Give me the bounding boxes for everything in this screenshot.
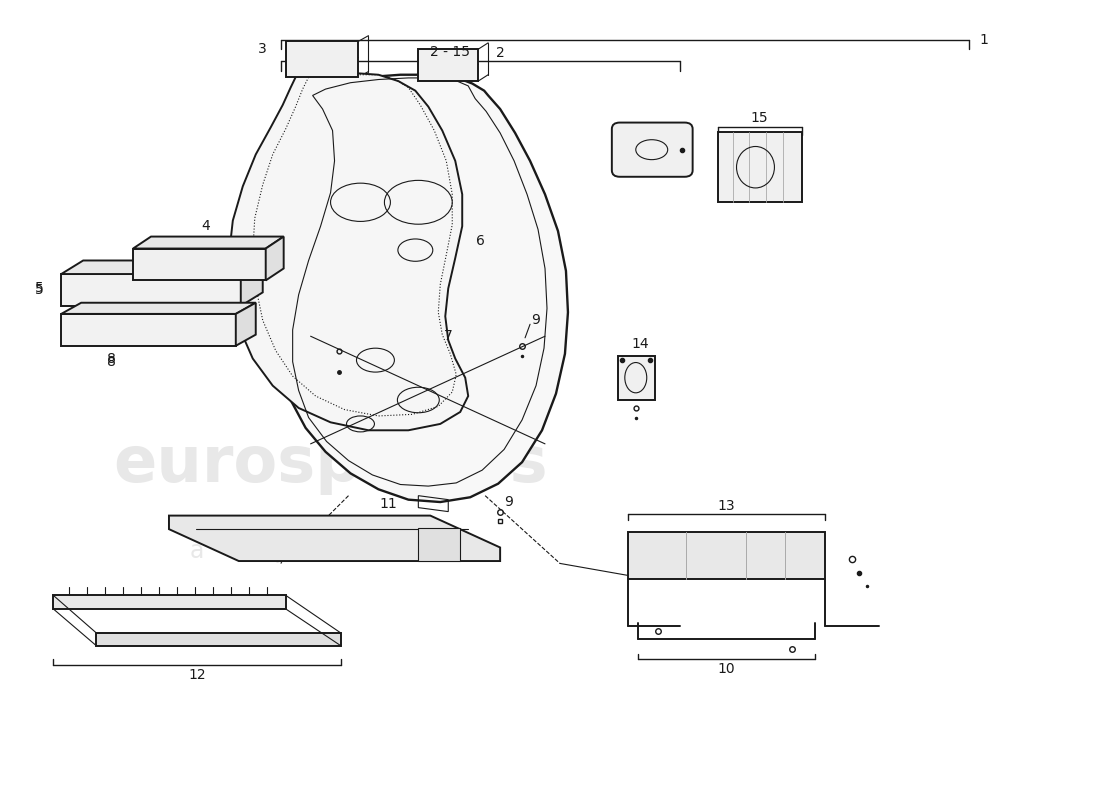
Text: 2 - 15: 2 - 15 <box>430 45 471 58</box>
Polygon shape <box>266 237 284 281</box>
Polygon shape <box>280 74 568 502</box>
Polygon shape <box>62 261 263 274</box>
Text: 6: 6 <box>475 234 485 247</box>
Polygon shape <box>133 237 284 249</box>
Polygon shape <box>618 356 654 400</box>
Text: 11: 11 <box>379 497 397 510</box>
Text: 15: 15 <box>750 110 768 125</box>
Text: 8: 8 <box>107 354 116 369</box>
Polygon shape <box>418 527 460 561</box>
Text: 13: 13 <box>717 499 736 513</box>
Text: 8: 8 <box>107 351 116 366</box>
Polygon shape <box>628 531 825 579</box>
Polygon shape <box>62 314 235 346</box>
Polygon shape <box>717 132 802 202</box>
Polygon shape <box>229 73 469 430</box>
Text: 5: 5 <box>35 283 44 297</box>
Text: 4: 4 <box>201 219 210 234</box>
Text: 10: 10 <box>717 662 736 677</box>
Polygon shape <box>286 42 359 77</box>
Polygon shape <box>62 274 241 306</box>
Polygon shape <box>133 249 266 281</box>
Text: 12: 12 <box>188 668 206 682</box>
Text: eurospartes: eurospartes <box>113 433 548 494</box>
Text: a    for parts since 1985: a for parts since 1985 <box>189 539 472 563</box>
Text: 3: 3 <box>258 42 267 56</box>
Text: 9: 9 <box>504 495 513 509</box>
Text: 2: 2 <box>496 46 505 60</box>
Polygon shape <box>53 595 286 609</box>
Text: 9: 9 <box>531 314 540 327</box>
Polygon shape <box>241 261 263 306</box>
Text: 1: 1 <box>979 33 988 46</box>
Polygon shape <box>96 633 341 646</box>
Text: 5: 5 <box>35 282 44 295</box>
Polygon shape <box>62 302 255 314</box>
Text: 14: 14 <box>631 337 649 351</box>
FancyBboxPatch shape <box>612 122 693 177</box>
Polygon shape <box>418 50 478 81</box>
Polygon shape <box>235 302 255 346</box>
Polygon shape <box>169 515 500 561</box>
Text: 7: 7 <box>444 330 452 343</box>
